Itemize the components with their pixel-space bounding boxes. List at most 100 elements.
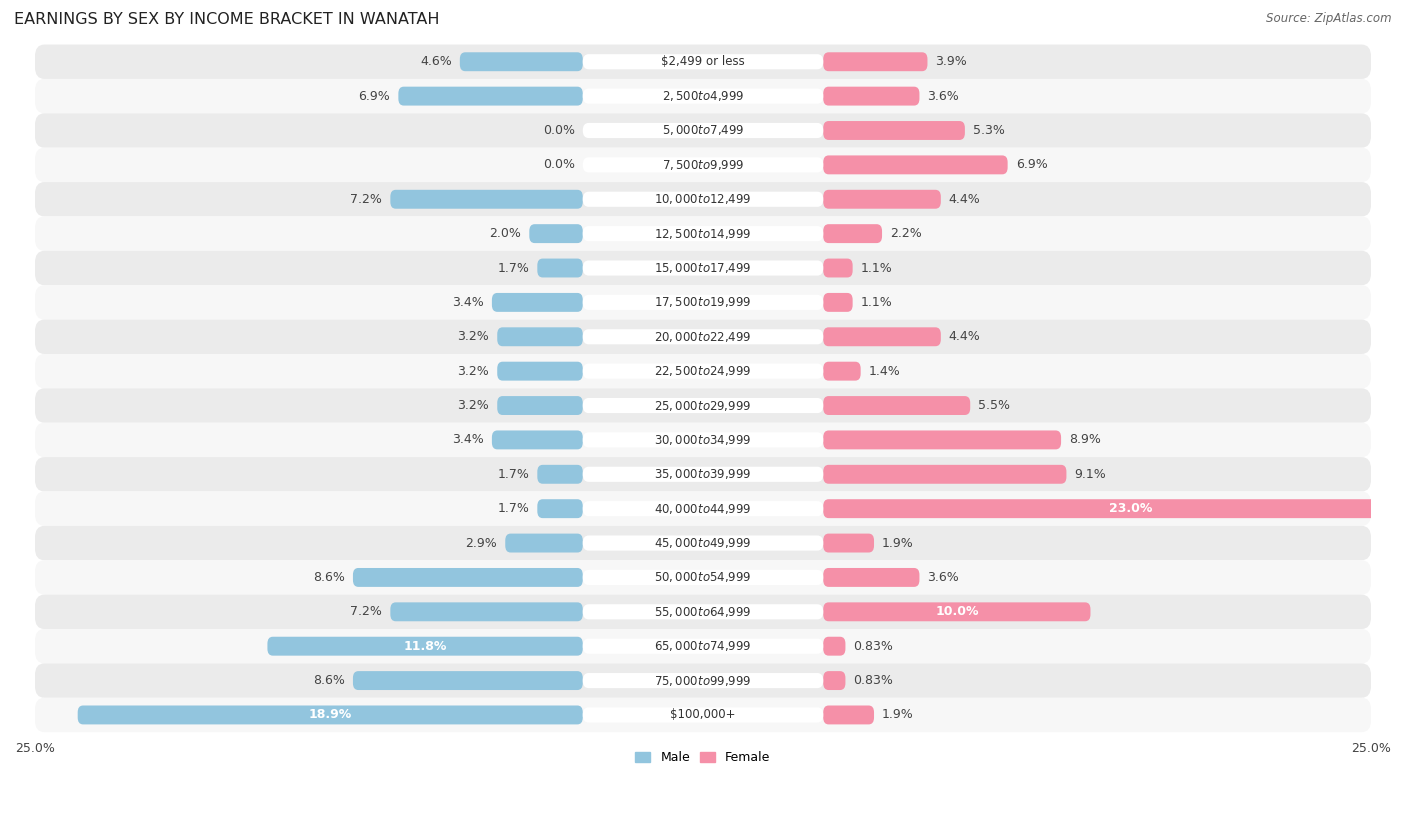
Text: $7,500 to $9,999: $7,500 to $9,999 [662, 158, 744, 172]
FancyBboxPatch shape [824, 568, 920, 587]
Text: 3.9%: 3.9% [935, 55, 967, 68]
FancyBboxPatch shape [35, 629, 1371, 663]
Text: 1.9%: 1.9% [882, 708, 914, 721]
Text: 0.0%: 0.0% [543, 159, 575, 172]
FancyBboxPatch shape [824, 533, 875, 553]
Text: 23.0%: 23.0% [1109, 502, 1153, 515]
FancyBboxPatch shape [824, 121, 965, 140]
FancyBboxPatch shape [824, 396, 970, 415]
FancyBboxPatch shape [824, 52, 928, 72]
Text: 18.9%: 18.9% [308, 708, 352, 721]
FancyBboxPatch shape [582, 157, 824, 172]
FancyBboxPatch shape [824, 155, 1008, 174]
FancyBboxPatch shape [35, 45, 1371, 79]
Text: $35,000 to $39,999: $35,000 to $39,999 [654, 467, 752, 481]
Text: $20,000 to $22,499: $20,000 to $22,499 [654, 330, 752, 344]
Text: $10,000 to $12,499: $10,000 to $12,499 [654, 192, 752, 207]
FancyBboxPatch shape [582, 54, 824, 69]
FancyBboxPatch shape [824, 671, 845, 690]
FancyBboxPatch shape [824, 259, 852, 277]
Text: Source: ZipAtlas.com: Source: ZipAtlas.com [1267, 12, 1392, 25]
FancyBboxPatch shape [498, 396, 582, 415]
Text: 1.7%: 1.7% [498, 502, 529, 515]
Legend: Male, Female: Male, Female [630, 746, 776, 769]
FancyBboxPatch shape [582, 604, 824, 620]
FancyBboxPatch shape [824, 465, 1066, 484]
FancyBboxPatch shape [582, 89, 824, 104]
FancyBboxPatch shape [35, 663, 1371, 698]
FancyBboxPatch shape [582, 467, 824, 482]
FancyBboxPatch shape [824, 706, 875, 724]
Text: $2,499 or less: $2,499 or less [661, 55, 745, 68]
FancyBboxPatch shape [537, 465, 582, 484]
FancyBboxPatch shape [35, 148, 1371, 182]
FancyBboxPatch shape [35, 560, 1371, 594]
FancyBboxPatch shape [582, 329, 824, 345]
Text: $5,000 to $7,499: $5,000 to $7,499 [662, 124, 744, 137]
Text: 3.4%: 3.4% [453, 433, 484, 446]
Text: 4.6%: 4.6% [420, 55, 451, 68]
FancyBboxPatch shape [537, 259, 582, 277]
Text: 8.9%: 8.9% [1069, 433, 1101, 446]
FancyBboxPatch shape [582, 501, 824, 516]
Text: 9.1%: 9.1% [1074, 467, 1107, 480]
FancyBboxPatch shape [353, 568, 582, 587]
FancyBboxPatch shape [824, 328, 941, 346]
Text: 0.83%: 0.83% [853, 640, 893, 653]
FancyBboxPatch shape [824, 87, 920, 106]
Text: 6.9%: 6.9% [359, 89, 391, 102]
Text: 4.4%: 4.4% [949, 330, 980, 343]
Text: 2.0%: 2.0% [489, 227, 522, 240]
Text: 8.6%: 8.6% [314, 571, 344, 584]
FancyBboxPatch shape [35, 285, 1371, 320]
Text: 4.4%: 4.4% [949, 193, 980, 206]
Text: 0.0%: 0.0% [543, 124, 575, 137]
FancyBboxPatch shape [35, 492, 1371, 526]
FancyBboxPatch shape [582, 123, 824, 138]
FancyBboxPatch shape [35, 320, 1371, 354]
FancyBboxPatch shape [824, 293, 852, 312]
Text: 5.5%: 5.5% [979, 399, 1011, 412]
FancyBboxPatch shape [824, 189, 941, 209]
FancyBboxPatch shape [582, 707, 824, 723]
Text: $2,500 to $4,999: $2,500 to $4,999 [662, 89, 744, 103]
FancyBboxPatch shape [398, 87, 582, 106]
FancyBboxPatch shape [35, 389, 1371, 423]
Text: 11.8%: 11.8% [404, 640, 447, 653]
FancyBboxPatch shape [505, 533, 582, 553]
Text: $30,000 to $34,999: $30,000 to $34,999 [654, 433, 752, 447]
FancyBboxPatch shape [824, 430, 1062, 450]
FancyBboxPatch shape [77, 706, 582, 724]
FancyBboxPatch shape [582, 192, 824, 207]
Text: 2.2%: 2.2% [890, 227, 922, 240]
Text: 10.0%: 10.0% [935, 606, 979, 619]
Text: $15,000 to $17,499: $15,000 to $17,499 [654, 261, 752, 275]
FancyBboxPatch shape [498, 328, 582, 346]
Text: $75,000 to $99,999: $75,000 to $99,999 [654, 674, 752, 688]
Text: $12,500 to $14,999: $12,500 to $14,999 [654, 227, 752, 241]
FancyBboxPatch shape [35, 113, 1371, 148]
Text: 3.4%: 3.4% [453, 296, 484, 309]
FancyBboxPatch shape [582, 433, 824, 447]
Text: EARNINGS BY SEX BY INCOME BRACKET IN WANATAH: EARNINGS BY SEX BY INCOME BRACKET IN WAN… [14, 12, 440, 27]
FancyBboxPatch shape [582, 673, 824, 688]
FancyBboxPatch shape [35, 354, 1371, 389]
Text: $45,000 to $49,999: $45,000 to $49,999 [654, 536, 752, 550]
FancyBboxPatch shape [824, 602, 1091, 621]
Text: $55,000 to $64,999: $55,000 to $64,999 [654, 605, 752, 619]
FancyBboxPatch shape [582, 226, 824, 241]
FancyBboxPatch shape [582, 260, 824, 276]
Text: $22,500 to $24,999: $22,500 to $24,999 [654, 364, 752, 378]
Text: 1.4%: 1.4% [869, 365, 900, 378]
FancyBboxPatch shape [582, 363, 824, 379]
FancyBboxPatch shape [391, 189, 582, 209]
FancyBboxPatch shape [582, 639, 824, 654]
Text: 3.6%: 3.6% [928, 89, 959, 102]
Text: $50,000 to $54,999: $50,000 to $54,999 [654, 571, 752, 585]
Text: 1.7%: 1.7% [498, 467, 529, 480]
FancyBboxPatch shape [529, 224, 582, 243]
FancyBboxPatch shape [824, 499, 1406, 518]
Text: $17,500 to $19,999: $17,500 to $19,999 [654, 295, 752, 310]
FancyBboxPatch shape [582, 398, 824, 413]
Text: 1.7%: 1.7% [498, 262, 529, 275]
